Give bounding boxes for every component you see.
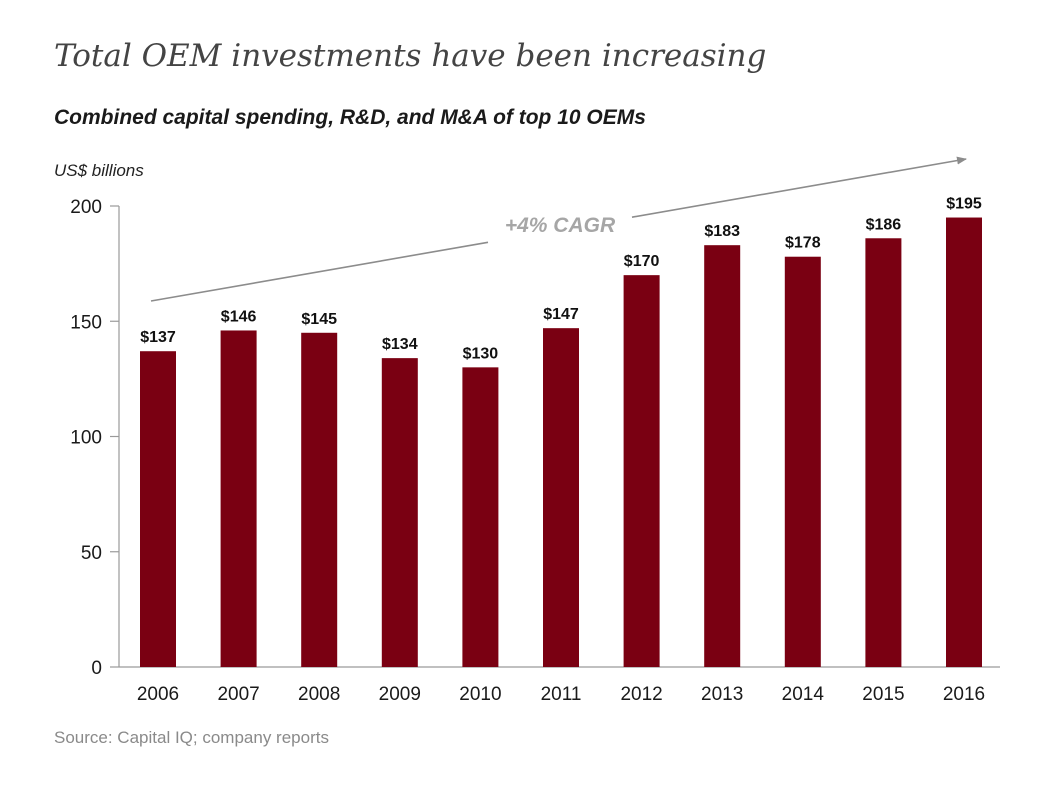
- cagr-trend-annotation: +4% CAGR: [150, 156, 967, 302]
- y-tick-label: 150: [70, 312, 102, 333]
- bar-2007: [220, 330, 257, 667]
- cagr-label: +4% CAGR: [505, 214, 616, 237]
- data-label-2009: $134: [382, 336, 418, 353]
- x-tick-label-2006: 2006: [137, 684, 179, 705]
- x-tick-label-2012: 2012: [620, 684, 662, 705]
- chart-title: Total OEM investments have been increasi…: [54, 38, 767, 74]
- bar-2013: [704, 245, 741, 667]
- trend-line-left: [150, 241, 489, 302]
- data-labels: $137 $146 $145 $134 $130 $147 $170 $183 $178 $186…: [140, 196, 982, 363]
- chart-subtitle: Combined capital spending, R&D, and M&A …: [54, 106, 646, 129]
- data-label-2007: $146: [221, 308, 257, 325]
- data-label-2008: $145: [301, 311, 337, 328]
- bar-2006: [140, 351, 176, 667]
- data-label-2006: $137: [140, 329, 176, 346]
- y-tick-label: 100: [70, 428, 102, 449]
- bar-2012: [623, 275, 660, 667]
- data-label-2016: $195: [946, 196, 982, 213]
- bar-series: [140, 217, 982, 667]
- bar-2010: [462, 367, 499, 667]
- data-label-2015: $186: [866, 216, 902, 233]
- x-tick-label-2008: 2008: [298, 684, 340, 705]
- x-tick-label-2016: 2016: [943, 684, 985, 705]
- bar-2008: [301, 332, 338, 667]
- y-tick-label: 0: [91, 658, 102, 679]
- x-tick-label-2007: 2007: [217, 684, 259, 705]
- source-note: Source: Capital IQ; company reports: [54, 728, 329, 747]
- x-tick-label-2010: 2010: [459, 684, 501, 705]
- x-tick-label-2011: 2011: [541, 684, 582, 705]
- bar-2014: [784, 256, 821, 667]
- bar-2015: [865, 238, 902, 667]
- bar-2011: [543, 328, 579, 667]
- x-tick-label-2013: 2013: [701, 684, 743, 705]
- trend-line-right: [631, 156, 967, 218]
- y-tick-label: 50: [81, 543, 102, 564]
- bar-2009: [381, 358, 418, 667]
- y-tick-label: 200: [70, 197, 102, 218]
- y-axis-unit-label: US$ billions: [54, 161, 144, 180]
- bar-2016: [946, 217, 982, 667]
- data-label-2013: $183: [704, 223, 740, 240]
- data-label-2012: $170: [624, 253, 660, 270]
- x-tick-label-2014: 2014: [782, 684, 825, 705]
- chart-axes: 0 50 100 150 200 2006 2007 2008 2009 2010 2011 2012…: [70, 197, 1000, 705]
- data-label-2014: $178: [785, 235, 821, 252]
- data-label-2011: $147: [543, 306, 579, 323]
- x-tick-label-2015: 2015: [862, 684, 904, 705]
- data-label-2010: $130: [463, 345, 499, 362]
- x-tick-label-2009: 2009: [379, 684, 421, 705]
